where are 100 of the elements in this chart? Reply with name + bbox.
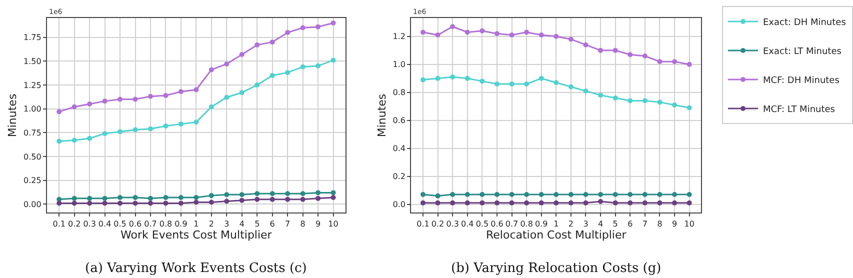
point: [568, 192, 574, 198]
x-tick-label: 1: [554, 219, 559, 228]
point: [672, 102, 678, 108]
y-tick-label: 0.00: [24, 200, 42, 209]
point: [554, 200, 559, 206]
x-tick-label: 0.6: [490, 219, 504, 228]
point: [239, 52, 244, 57]
point: [270, 40, 275, 45]
point: [72, 200, 77, 206]
x-tick-label: 7: [642, 219, 648, 228]
point: [435, 76, 440, 81]
x-tick-label: 0.1: [416, 219, 430, 228]
point: [657, 192, 662, 198]
point: [568, 200, 574, 206]
point: [598, 192, 604, 198]
point: [316, 196, 321, 201]
x-tick-label: 0.3: [83, 219, 96, 228]
point: [598, 199, 604, 204]
x-tick-label: 0.9: [174, 219, 188, 228]
point: [118, 96, 123, 102]
y-tick-label: 0.6: [392, 116, 406, 126]
point: [239, 192, 244, 198]
y-tick-label: 0.4: [392, 144, 406, 154]
point: [56, 109, 62, 114]
point: [450, 74, 456, 80]
point: [583, 192, 588, 198]
point: [118, 200, 123, 206]
point: [56, 200, 62, 206]
point: [686, 105, 692, 110]
x-tick-label: 2: [568, 219, 574, 228]
point: [300, 191, 306, 196]
point: [330, 190, 336, 196]
point: [538, 192, 544, 198]
point: [480, 28, 485, 34]
point: [435, 32, 440, 38]
point: [450, 24, 456, 30]
point: [330, 58, 336, 63]
point: [163, 123, 168, 128]
x-tick-label: 0.2: [431, 219, 444, 228]
legend-label: MCF: DH Minutes: [763, 76, 840, 86]
point: [583, 42, 588, 48]
legend-label: MCF: LT Minutes: [763, 105, 836, 116]
x-tick-label: 0.9: [534, 219, 548, 228]
point: [118, 129, 123, 134]
point: [642, 98, 648, 104]
x-tick-label: 0.5: [476, 219, 489, 228]
y-tick-label: 0.25: [24, 176, 42, 186]
point: [194, 87, 199, 92]
point: [554, 80, 559, 86]
y-tick-label: 0.50: [24, 152, 42, 162]
x-tick-label: 0.5: [114, 219, 126, 228]
point: [480, 200, 485, 206]
point: [657, 59, 662, 64]
point: [316, 63, 321, 68]
point: [568, 36, 574, 42]
point: [612, 48, 618, 53]
point: [657, 100, 662, 105]
y-tick-label: 0.75: [24, 128, 42, 138]
text: (b) Varying Relocation Costs (g): [451, 261, 662, 276]
point: [598, 92, 604, 98]
point: [598, 48, 604, 53]
x-tick-label: 6: [270, 219, 275, 228]
point: [118, 194, 123, 200]
point: [494, 31, 500, 36]
point: [420, 30, 426, 35]
point: [435, 200, 440, 206]
y-tick-label: 1.0: [392, 60, 406, 70]
x-tick-label: 10: [328, 219, 338, 228]
point: [450, 192, 456, 198]
point: [163, 194, 168, 200]
point: [102, 98, 108, 104]
point: [102, 131, 108, 136]
point: [509, 200, 514, 206]
point: [524, 30, 530, 35]
x-tick-label: 8: [657, 219, 662, 228]
y-tick-label: 1.00: [24, 104, 42, 114]
point: [72, 138, 77, 143]
point: [657, 200, 662, 206]
x-tick-label: 0.4: [98, 219, 112, 228]
point: [330, 20, 336, 26]
point: [450, 200, 456, 206]
point: [87, 200, 92, 206]
point: [538, 200, 544, 206]
point: [224, 62, 230, 66]
x-tick-label: 0.3: [446, 219, 459, 228]
point: [672, 200, 678, 206]
point: [87, 196, 92, 201]
point: [494, 82, 500, 86]
x-tick-label: 6: [628, 219, 633, 228]
point: [672, 192, 678, 198]
point: [132, 96, 138, 102]
x-tick-label: 0.8: [520, 219, 533, 228]
point: [538, 32, 544, 38]
point: [524, 82, 530, 86]
point: [538, 76, 544, 81]
point: [132, 194, 138, 200]
point: [300, 196, 306, 202]
point: [148, 126, 153, 132]
point: [583, 200, 588, 206]
point: [464, 76, 470, 81]
